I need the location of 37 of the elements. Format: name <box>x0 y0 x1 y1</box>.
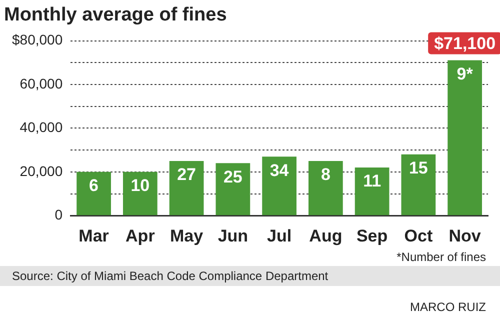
x-tick-label: Nov <box>448 226 482 246</box>
bar <box>169 160 204 216</box>
x-tick-label: Jul <box>267 226 292 246</box>
chart-title: Monthly average of fines <box>4 4 227 26</box>
source-note: Source: City of Miami Beach Code Compliance Department <box>0 266 500 286</box>
y-tick-label: $80,000 <box>12 32 63 48</box>
x-tick-label: Jun <box>218 226 248 246</box>
x-tick-label: Sep <box>356 226 388 246</box>
y-tick-label: 0 <box>54 206 63 222</box>
y-tick-label: 40,000 <box>20 119 63 136</box>
x-tick-label: Oct <box>404 226 433 246</box>
x-tick-label: Aug <box>309 226 342 246</box>
bar <box>401 154 436 216</box>
annotation: 11 <box>363 172 382 191</box>
y-tick-label: 20,000 <box>20 162 63 179</box>
bar <box>308 160 343 216</box>
text: *Number of fines <box>396 250 486 264</box>
annotation: 34 <box>270 160 290 180</box>
annotation: 25 <box>223 167 242 186</box>
bar <box>448 60 482 216</box>
bar <box>262 156 296 216</box>
annotation: 8 <box>320 165 330 184</box>
annotation: $71,100 <box>434 34 496 53</box>
annotation: 27 <box>177 165 196 184</box>
bar <box>76 172 111 216</box>
annotation: 6 <box>89 176 99 196</box>
annotation: 15 <box>408 158 428 178</box>
annotation: 9* <box>456 64 474 84</box>
x-tick-label: Apr <box>126 226 156 246</box>
x-tick-label: May <box>170 226 204 246</box>
x-tick-label: Mar <box>78 226 110 246</box>
bar <box>354 168 390 216</box>
y-tick-label: 60,000 <box>20 75 63 92</box>
annotation: 10 <box>130 176 150 196</box>
bar <box>122 172 158 216</box>
bar <box>216 163 250 216</box>
text: MARCO RUIZ <box>410 300 486 314</box>
